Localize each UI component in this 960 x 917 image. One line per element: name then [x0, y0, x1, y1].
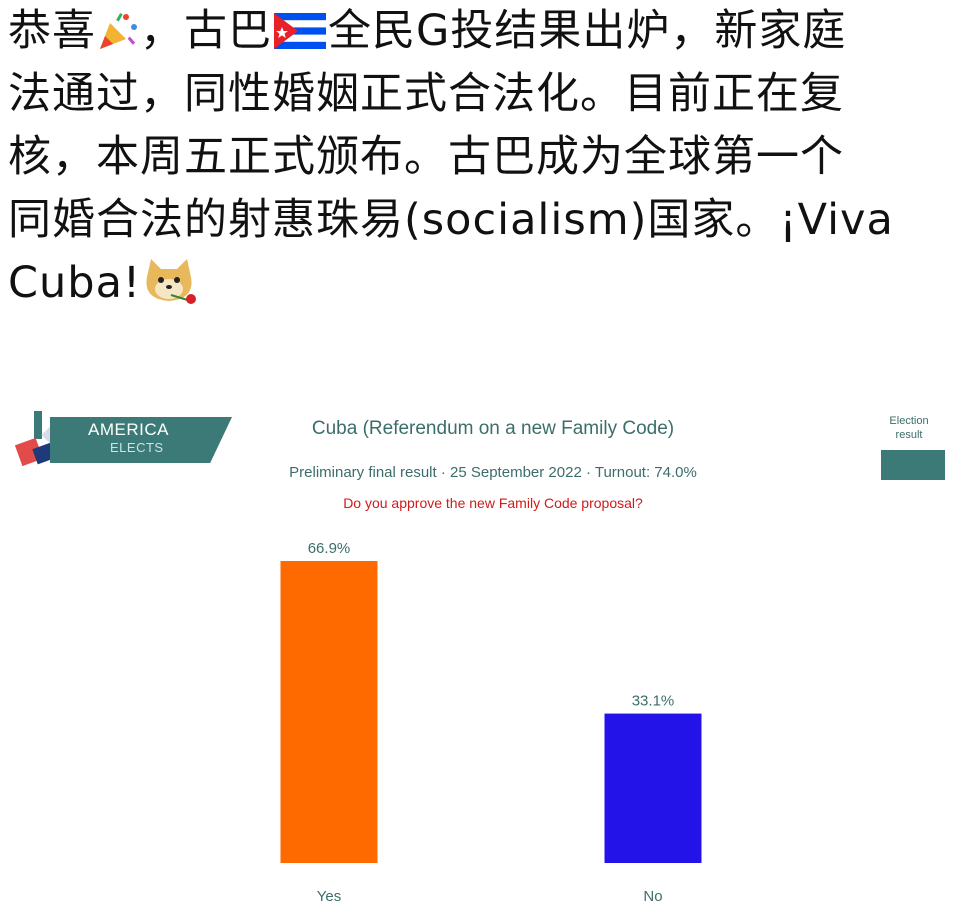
post-line: Cuba!: [8, 252, 952, 315]
referendum-chart-image: AMERICA ELECTS Cuba (Referendum on a new…: [0, 400, 960, 917]
legend-label-line1: Election: [889, 415, 929, 427]
legend-swatch: [881, 450, 945, 480]
legend-label-line2: result: [895, 429, 923, 441]
chart-question: Do you approve the new Family Code propo…: [343, 495, 643, 511]
post-line: 法通过，同性婚姻正式合法化。目前正在复: [8, 63, 952, 126]
america-elects-logo: AMERICA ELECTS: [14, 403, 232, 473]
legend-label: Election result: [876, 414, 942, 442]
doge-with-rose-emoji: [141, 255, 197, 323]
post-text-segment: 同婚合法的射惠珠易(socialism)国家。¡Viva: [8, 195, 894, 245]
post-text-segment: 全民G投结果出炉，新家庭: [328, 6, 847, 56]
party-popper-emoji: [96, 8, 140, 71]
logo-text-elects: ELECTS: [110, 440, 164, 455]
bar-chart: 66.9% Yes 33.1% No: [280, 540, 702, 905]
cuba-flag-emoji: [272, 6, 328, 56]
post-line: 核，本周五正式颁布。古巴成为全球第一个: [8, 126, 952, 189]
post-line: 同婚合法的射惠珠易(socialism)国家。¡Viva: [8, 189, 952, 252]
post-text: 恭喜 ，古巴 全民G投结果出炉，新家庭法通过，同性婚姻正式合法化。目前正在复 核，本周…: [8, 0, 952, 315]
bar-yes: [280, 561, 378, 863]
logo-band: [50, 417, 232, 463]
bar-no: [604, 713, 702, 863]
chart-title: Cuba (Referendum on a new Family Code): [311, 418, 675, 439]
data-label-yes: 66.9%: [308, 540, 351, 557]
post-text-segment: Cuba!: [8, 258, 142, 308]
post-text-segment: 核，本周五正式颁布。古巴成为全球第一个: [8, 132, 844, 182]
post-text-segment: 法通过，同性婚姻正式合法化。目前正在复: [8, 69, 844, 119]
post-line: 恭喜 ，古巴 全民G投结果出炉，新家庭: [8, 0, 952, 63]
category-label-yes: Yes: [317, 888, 341, 905]
category-label-no: No: [643, 888, 662, 905]
logo-text-america: AMERICA: [88, 420, 169, 439]
data-label-no: 33.1%: [632, 693, 675, 710]
chart-subtitle: Preliminary final result · 25 September …: [289, 464, 697, 481]
post-text-segment: 恭喜: [8, 6, 96, 56]
post-text-segment: ，古巴: [140, 6, 272, 56]
